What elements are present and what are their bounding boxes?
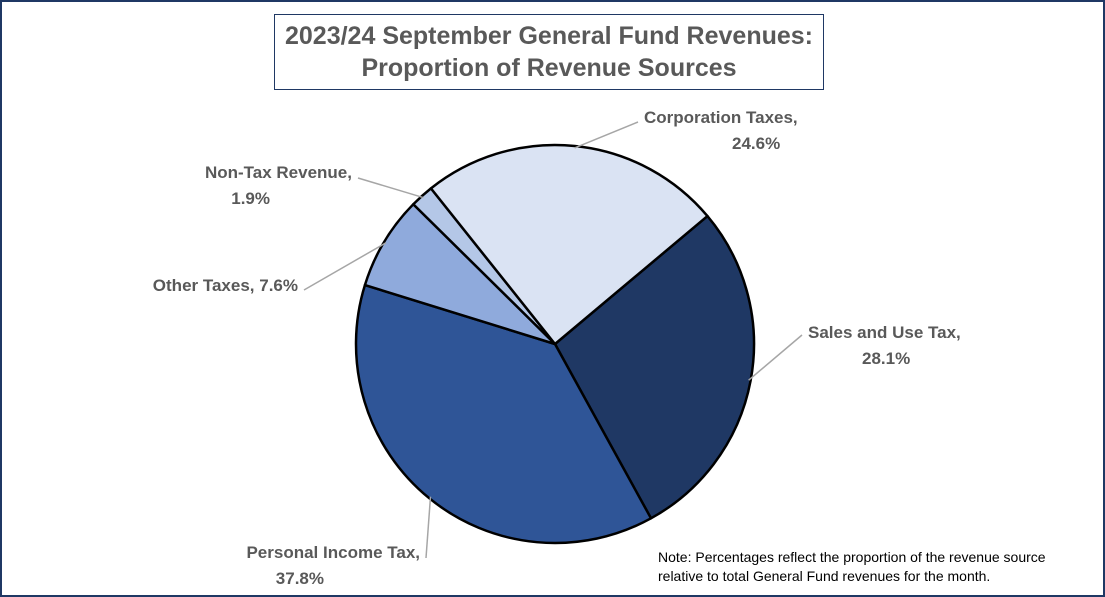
data-label: Corporation Taxes, <box>644 108 798 127</box>
chart-note-line-2: relative to total General Fund revenues … <box>658 568 991 584</box>
chart-title: 2023/24 September General Fund Revenues:… <box>274 14 824 90</box>
pie-slice-personal-income-tax <box>354 283 653 545</box>
data-label-value: 24.6% <box>732 134 780 153</box>
leader-line <box>303 242 387 291</box>
leader-line <box>748 334 803 381</box>
data-label-value: 1.9% <box>231 189 270 208</box>
data-label: Other Taxes, 7.6% <box>153 276 298 295</box>
pie-slice-corporation-taxes <box>429 143 709 346</box>
leader-line <box>574 121 639 149</box>
data-label: Personal Income Tax, <box>246 543 420 562</box>
leader-line <box>425 496 432 559</box>
chart-note: Note: Percentages reflect the proportion… <box>658 548 1098 586</box>
chart-title-line-1: 2023/24 September General Fund Revenues: <box>285 22 813 50</box>
chart-note-line-1: Note: Percentages reflect the proportion… <box>658 549 1046 565</box>
pie-slice-other-taxes <box>363 203 557 346</box>
data-label-value: 28.1% <box>862 349 910 368</box>
leader-line <box>357 177 424 199</box>
data-label: Sales and Use Tax, <box>808 323 961 342</box>
data-label-value: 37.8% <box>276 569 324 588</box>
pie-slice-sales-and-use-tax <box>553 214 756 520</box>
data-label: Non-Tax Revenue, <box>205 163 352 182</box>
chart-title-line-2: Proportion of Revenue Sources <box>361 54 737 82</box>
